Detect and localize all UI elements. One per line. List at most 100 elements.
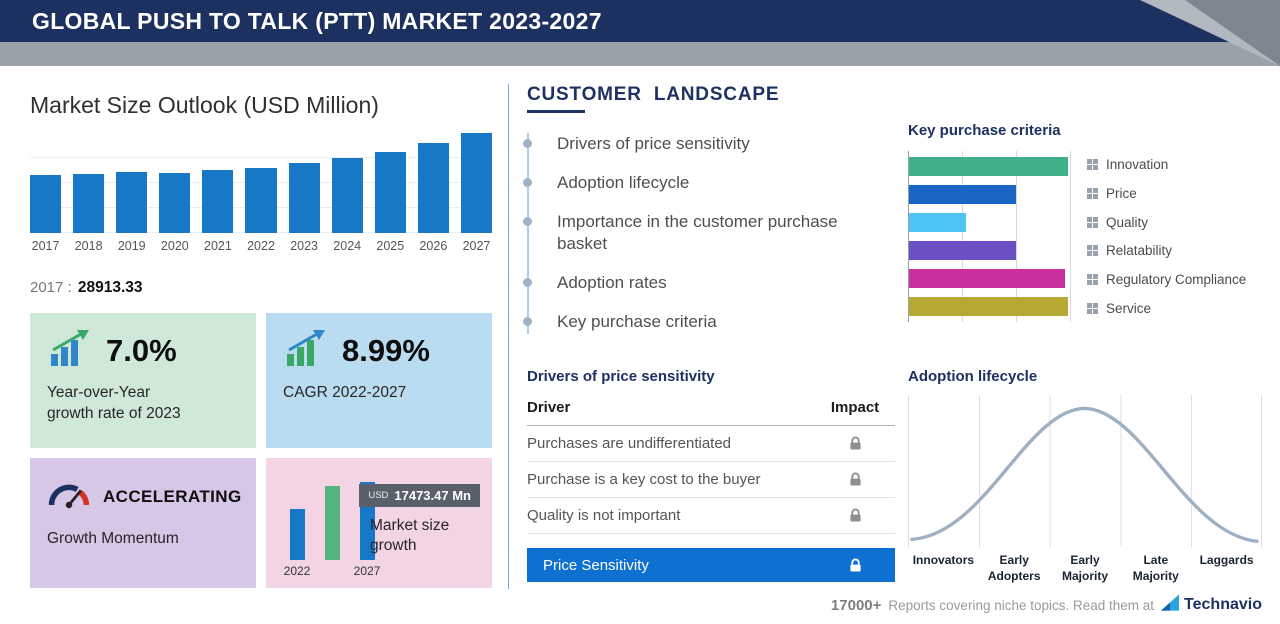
year-label: 2017 — [31, 239, 60, 253]
year-label: 2027 — [462, 239, 491, 253]
mini-col-growth — [317, 486, 347, 578]
landscape-list-item: Adoption lifecycle — [523, 172, 862, 194]
yoy-value: 7.0% — [106, 332, 177, 368]
lock-icon — [815, 472, 895, 487]
market-size-bar — [331, 158, 363, 233]
yoy-growth-card: 7.0% Year-over-Year growth rate of 2023 — [30, 313, 256, 448]
legend-item: Price — [1087, 186, 1246, 201]
price-sensitivity-block: Drivers of price sensitivity Driver Impa… — [527, 368, 895, 582]
mini-bar-2022 — [289, 509, 305, 560]
report-count: 17000+ — [830, 596, 882, 614]
page-fold-dark-decoration — [1185, 0, 1280, 66]
landscape-list-item: Importance in the customer purchase bask… — [523, 211, 862, 255]
cagr-label: CAGR 2022-2027 — [283, 384, 407, 401]
criteria-bar — [909, 185, 1016, 204]
mini-bar-growth — [324, 486, 340, 560]
market-size-section: Market Size Outlook (USD Million) 2017 20… — [30, 92, 493, 588]
legend-label: Quality — [1106, 214, 1149, 230]
stage-labels: Innovators Early Adopters Early Majority La… — [908, 553, 1262, 584]
market-size-bar — [288, 163, 320, 233]
lock-icon — [815, 508, 895, 523]
title-underline — [527, 110, 585, 113]
yoy-label: Year-over-Year growth rate of 2023 — [47, 383, 239, 425]
year-label: 2022 — [247, 239, 275, 253]
callout-value: 28913.33 — [77, 279, 143, 296]
page-title: GLOBAL PUSH TO TALK (PTT) MARKET 2023-20… — [32, 7, 602, 34]
landscape-item-label: Key purchase criteria — [557, 312, 717, 332]
landscape-item-label: Adoption rates — [557, 273, 667, 293]
year-label: 2019 — [117, 239, 146, 253]
bar-series — [30, 133, 493, 233]
legend-item: Service — [1087, 301, 1246, 316]
market-outlook-title: Market Size Outlook (USD Million) — [30, 92, 379, 118]
legend-grid-icon — [1087, 274, 1098, 286]
footer: 17000+ Reports covering niche topics. Re… — [831, 594, 1262, 616]
criteria-bar — [909, 241, 1016, 260]
legend-grid-icon — [1087, 216, 1098, 228]
year-label: 2023 — [290, 239, 319, 253]
stage-label: Early Adopters — [987, 553, 1041, 583]
growth-momentum-card: ACCELERATING Growth Momentum — [30, 458, 256, 588]
landscape-item-label: Drivers of price sensitivity — [557, 134, 750, 153]
bullet-dot — [523, 178, 532, 188]
momentum-title: ACCELERATING — [103, 486, 242, 506]
legend-label: Service — [1106, 300, 1152, 316]
customer-landscape-section: CUSTOMER LANDSCAPE Drivers of price sens… — [523, 84, 1262, 583]
market-size-bar-chart: 2017 2018 2019 2020 2021 2022 2023 2024 2025 2026… — [30, 133, 493, 253]
market-size-bar — [73, 174, 105, 233]
legend-label: Innovation — [1106, 157, 1169, 172]
landscape-list-item: Adoption rates — [523, 272, 862, 294]
criteria-bar — [909, 297, 1068, 316]
cagr-value: 8.99% — [342, 332, 430, 368]
market-size-bar — [417, 143, 449, 233]
landscape-list-item: Drivers of price sensitivity — [523, 133, 862, 155]
driver-table-header: Driver Impact — [527, 399, 895, 426]
year-label: 2021 — [204, 239, 232, 253]
market-size-bar — [30, 175, 62, 233]
callout-year: 2017 — [30, 279, 64, 296]
footer-text: Reports covering niche topics. Read them… — [888, 597, 1155, 613]
legend-item: Regulatory Compliance — [1087, 272, 1246, 287]
year-label: 2024 — [333, 239, 362, 253]
adoption-curve-chart — [908, 395, 1262, 547]
landscape-list-item: Key purchase criteria — [523, 311, 862, 333]
key-purchase-chart: Innovation Price Quality Relatability Regula… — [908, 151, 1262, 322]
growth-caption: Market size growth — [370, 517, 450, 555]
legend-label: Relatability — [1106, 243, 1173, 259]
key-purchase-criteria-block: Key purchase criteria Innovation Price Qua… — [908, 122, 1262, 322]
legend-item: Relatability — [1087, 243, 1246, 258]
driver-table-rows: Purchases are undifferentiated Purchase i… — [527, 426, 895, 534]
yoy-label-line2: growth rate of 2023 — [47, 404, 181, 422]
year-label: 2026 — [419, 239, 448, 253]
section-divider — [508, 84, 509, 589]
yoy-label-line1: Year-over-Year — [47, 384, 151, 401]
criteria-legend: Innovation Price Quality Relatability Regula… — [1087, 151, 1246, 322]
market-size-bar — [202, 170, 234, 233]
trend-arrow-icon — [283, 328, 329, 373]
stat-cards: 7.0% Year-over-Year growth rate of 2023 — [30, 313, 492, 588]
customer-landscape-title: CUSTOMER LANDSCAPE — [527, 84, 780, 105]
landscape-item-label: Adoption lifecycle — [557, 173, 690, 193]
lock-icon — [815, 558, 895, 573]
header-bar: GLOBAL PUSH TO TALK (PTT) MARKET 2023-20… — [0, 0, 1280, 42]
year-label: 2020 — [160, 239, 189, 253]
technavio-brand-link[interactable]: Technavio — [1161, 594, 1262, 616]
market-size-bar — [374, 152, 406, 233]
bell-curve — [910, 406, 1259, 543]
driver-label: Purchase is a key cost to the buyer — [527, 471, 761, 488]
price-sensitivity-label: Price Sensitivity — [543, 556, 649, 574]
stage-label: Late Majority — [1132, 553, 1179, 583]
driver-row: Quality is not important — [527, 498, 895, 534]
legend-grid-icon — [1087, 245, 1098, 257]
driver-row: Purchase is a key cost to the buyer — [527, 462, 895, 498]
market-size-bar — [245, 168, 277, 233]
gauge-icon — [47, 479, 91, 514]
driver-column-header: Driver — [527, 399, 571, 416]
legend-item: Innovation — [1087, 157, 1246, 172]
landscape-item-label: Importance in the customer purchase bask… — [557, 212, 838, 254]
adoption-title: Adoption lifecycle — [908, 368, 1038, 385]
legend-label: Price — [1106, 185, 1137, 201]
badge-currency: USD — [368, 490, 389, 501]
bullet-dot — [523, 217, 532, 227]
bullet-dot — [523, 317, 532, 327]
